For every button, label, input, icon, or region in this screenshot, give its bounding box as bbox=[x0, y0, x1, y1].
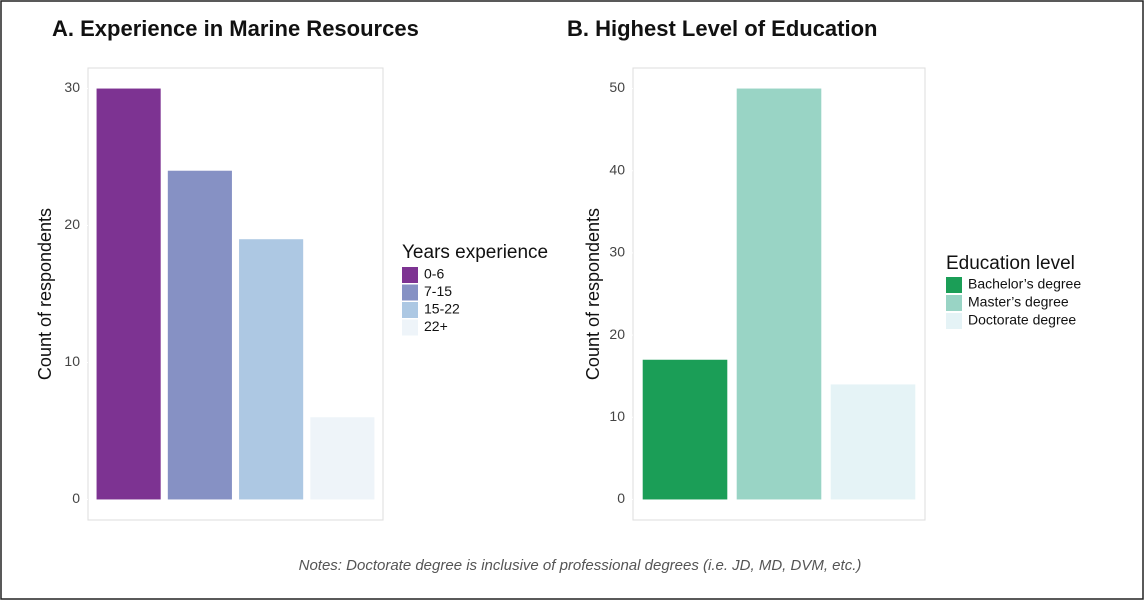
legend-label: 7-15 bbox=[424, 283, 452, 299]
bar bbox=[239, 239, 304, 500]
legend-label: Master’s degree bbox=[968, 294, 1069, 310]
legend-label: Doctorate degree bbox=[968, 312, 1076, 328]
y-tick-label: 10 bbox=[64, 353, 80, 369]
panel bbox=[87, 67, 384, 521]
legend-key bbox=[402, 302, 418, 318]
bar bbox=[830, 384, 916, 500]
bar bbox=[736, 88, 822, 500]
y-tick-label: 50 bbox=[609, 79, 625, 95]
legend-key bbox=[402, 267, 418, 283]
y-axis-title: Count of respondents bbox=[583, 208, 603, 380]
legend-label: 22+ bbox=[424, 318, 448, 334]
y-tick-label: 20 bbox=[64, 216, 80, 232]
legend-key bbox=[402, 319, 418, 336]
notes: Notes: Doctorate degree is inclusive of … bbox=[299, 557, 862, 574]
chart-title: A. Experience in Marine Resources bbox=[52, 16, 419, 41]
y-tick-label: 30 bbox=[609, 244, 625, 260]
bar bbox=[310, 417, 375, 500]
legend-title: Years experience bbox=[402, 242, 548, 263]
chart-title: B. Highest Level of Education bbox=[567, 16, 877, 41]
y-tick-label: 10 bbox=[609, 408, 625, 424]
y-axis-title: Count of respondents bbox=[35, 208, 55, 380]
bar bbox=[96, 88, 161, 500]
legend-label: 0-6 bbox=[424, 266, 444, 282]
legend-key bbox=[946, 277, 962, 293]
legend-key bbox=[946, 295, 962, 311]
y-tick-label: 0 bbox=[617, 490, 625, 506]
legend-title: Education level bbox=[946, 253, 1075, 274]
y-tick-label: 40 bbox=[609, 161, 625, 177]
legend-key bbox=[946, 313, 962, 329]
y-tick-label: 0 bbox=[72, 490, 80, 506]
panel bbox=[632, 67, 926, 521]
legend-key bbox=[402, 284, 418, 301]
y-tick-label: 30 bbox=[64, 79, 80, 95]
y-tick-label: 20 bbox=[609, 326, 625, 342]
bar bbox=[167, 170, 232, 500]
bar bbox=[642, 359, 728, 500]
legend-label: Bachelor’s degree bbox=[968, 276, 1081, 292]
legend-label: 15-22 bbox=[424, 301, 460, 317]
